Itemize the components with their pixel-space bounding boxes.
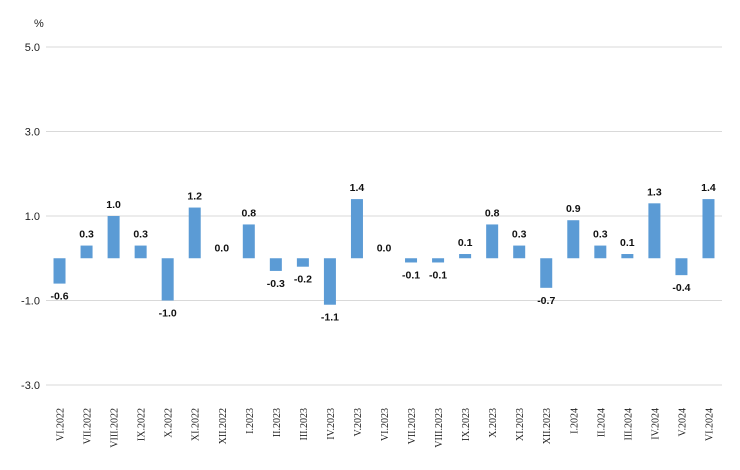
x-tick-label: XI.2023 xyxy=(515,408,526,441)
x-tick-label: XII.2023 xyxy=(542,408,553,444)
x-tick-label: II.2024 xyxy=(596,408,607,437)
data-label: -0.4 xyxy=(672,282,690,294)
bar xyxy=(269,258,282,271)
data-label: 1.2 xyxy=(187,191,202,203)
x-tick-label: IX.2023 xyxy=(461,408,472,441)
x-tick-label: I.2024 xyxy=(569,408,580,434)
y-tick-label: -3.0 xyxy=(21,380,40,392)
data-label: 1.4 xyxy=(350,182,365,194)
bar xyxy=(107,216,120,259)
x-tick-label: VI.2022 xyxy=(56,408,67,441)
data-label: -0.1 xyxy=(429,269,447,281)
bar xyxy=(540,258,553,288)
x-tick-label: III.2023 xyxy=(299,408,310,441)
y-tick-label: 1.0 xyxy=(25,211,40,223)
y-tick-label: 5.0 xyxy=(25,42,40,54)
x-tick-label: XII.2022 xyxy=(218,408,229,444)
data-label: -0.3 xyxy=(267,278,285,290)
x-tick-label: VI.2024 xyxy=(704,408,715,441)
data-label: 0.3 xyxy=(512,229,527,241)
bar xyxy=(405,258,418,263)
data-label: 1.3 xyxy=(647,186,662,198)
data-label: 0.9 xyxy=(566,203,581,215)
x-tick-label: VII.2022 xyxy=(83,408,94,444)
x-tick-label: II.2023 xyxy=(272,408,283,437)
data-label: 0.3 xyxy=(133,229,148,241)
data-label: 0.8 xyxy=(485,207,500,219)
bar xyxy=(161,258,174,301)
x-tick-label: X.2023 xyxy=(488,408,499,438)
bar xyxy=(567,220,580,259)
x-tick-label: VIII.2023 xyxy=(434,408,445,448)
bar xyxy=(134,245,147,259)
bar xyxy=(513,245,526,259)
data-label: 0.1 xyxy=(620,237,635,249)
y-unit-label: % xyxy=(34,18,44,30)
x-tick-label: I.2023 xyxy=(245,408,256,434)
bar xyxy=(296,258,309,267)
data-label: 0.3 xyxy=(79,229,94,241)
x-tick-label: VIII.2022 xyxy=(110,408,121,448)
x-tick-label: XI.2022 xyxy=(191,408,202,441)
x-tick-label: IV.2023 xyxy=(326,408,337,440)
bar xyxy=(242,224,255,259)
data-label: -0.6 xyxy=(50,291,68,303)
bar xyxy=(594,245,607,259)
x-tick-label: VII.2023 xyxy=(407,408,418,444)
data-label: 0.0 xyxy=(214,242,229,254)
gridlines xyxy=(46,46,722,386)
data-label: 0.8 xyxy=(241,207,256,219)
x-tick-label: IX.2022 xyxy=(137,408,148,441)
bar xyxy=(188,207,201,259)
y-tick-label: -1.0 xyxy=(21,296,40,308)
data-labels: -0.6 0.3 1.0 0.3 -1.0 1.2 0.0 0.8 -0.3 -0.2 -1.1 1.… xyxy=(50,182,715,324)
data-label: 0.3 xyxy=(593,229,608,241)
bar xyxy=(80,245,93,259)
data-label: -1.1 xyxy=(321,312,339,324)
data-label: 1.0 xyxy=(106,199,121,211)
bar xyxy=(486,224,499,259)
y-tick-label: 3.0 xyxy=(25,127,40,139)
y-axis-ticks: 5.0 3.0 1.0 -1.0 -3.0 xyxy=(21,42,40,392)
data-label: 0.0 xyxy=(377,242,392,254)
x-tick-label: IV.2024 xyxy=(650,408,661,440)
data-label: 1.4 xyxy=(701,182,716,194)
data-label: -0.2 xyxy=(294,274,312,286)
bar xyxy=(675,258,688,276)
data-label: -0.1 xyxy=(402,269,420,281)
bar xyxy=(621,254,634,259)
bar xyxy=(53,258,66,284)
x-tick-label: VI.2023 xyxy=(380,408,391,441)
bar xyxy=(432,258,445,263)
x-tick-label: X.2022 xyxy=(164,408,175,438)
bars xyxy=(53,199,715,305)
x-tick-label: V.2024 xyxy=(677,408,688,436)
bar xyxy=(648,203,661,259)
x-tick-label: III.2024 xyxy=(623,408,634,441)
bar xyxy=(323,258,336,305)
x-tick-label: V.2023 xyxy=(353,408,364,436)
bar xyxy=(702,199,715,259)
x-axis-ticks: VI.2022 VII.2022 VIII.2022 IX.2022 X.2022 XI.… xyxy=(56,408,716,448)
bar xyxy=(350,199,363,259)
bar xyxy=(459,254,472,259)
data-label: -1.0 xyxy=(159,308,177,320)
data-label: -0.7 xyxy=(537,295,555,307)
data-label: 0.1 xyxy=(458,237,473,249)
